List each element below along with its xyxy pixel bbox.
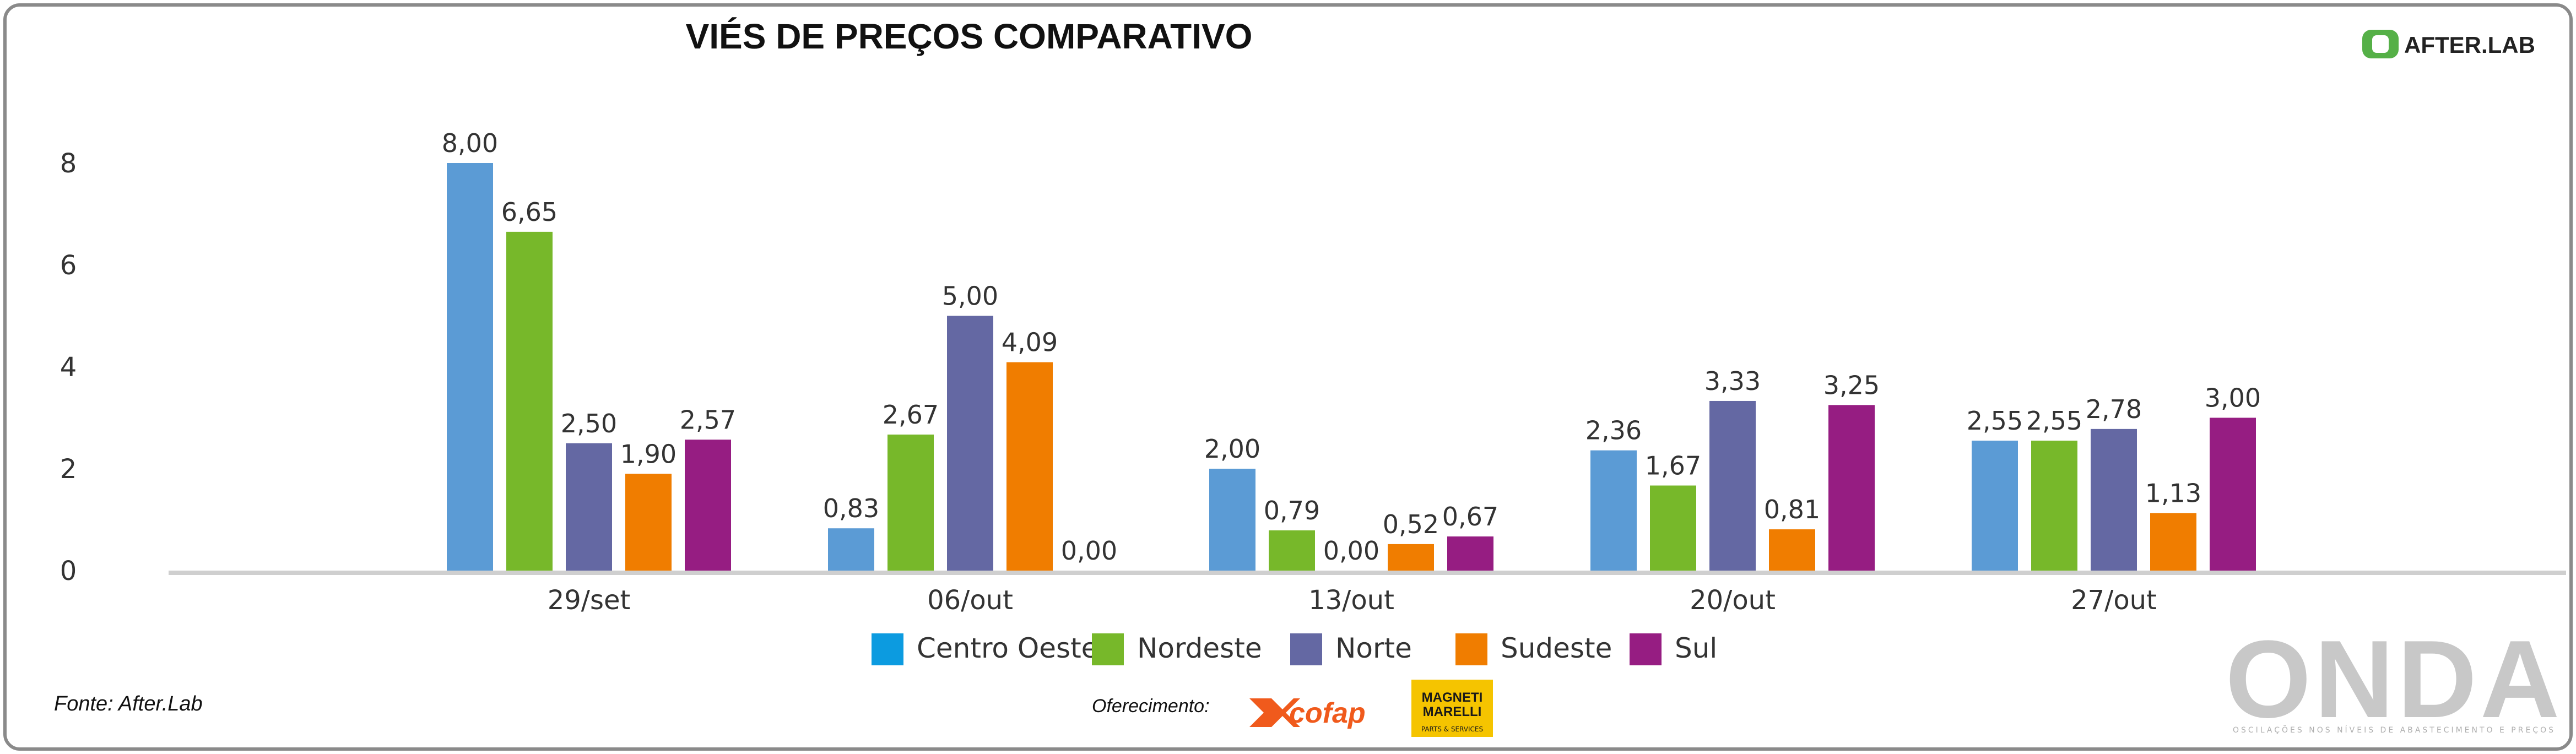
svg-text:ONDA: ONDA (2226, 618, 2563, 741)
bar-centro-oeste-29-set (447, 163, 493, 571)
data-label-sudeste-20-out: 0,81 (1764, 495, 1820, 524)
bar-sul-27-out (2210, 417, 2256, 571)
bar-sudeste-27-out (2150, 513, 2196, 571)
source-note: Fonte: After.Lab (54, 692, 203, 715)
data-label-sudeste-06-out: 4,09 (1002, 328, 1058, 357)
data-label-nordeste-13-out: 0,79 (1264, 496, 1320, 525)
y-tick-label: 0 (60, 556, 77, 587)
chart-title: VIÉS DE PREÇOS COMPARATIVO (686, 17, 1253, 56)
data-label-centro-oeste-13-out: 2,00 (1204, 434, 1260, 464)
data-label-centro-oeste-20-out: 2,36 (1585, 416, 1642, 446)
bar-nordeste-27-out (2031, 441, 2077, 571)
bar-sul-13-out (1447, 536, 1493, 571)
bar-norte-06-out (947, 316, 993, 571)
legend-swatch-sul (1630, 633, 1662, 665)
x-tick-label-20-out: 20/out (1690, 585, 1776, 616)
bar-norte-27-out (2091, 428, 2137, 571)
data-label-nordeste-29-set: 6,65 (501, 197, 558, 227)
x-tick-label-13-out: 13/out (1308, 585, 1394, 616)
data-label-norte-06-out: 5,00 (942, 281, 998, 311)
bar-sul-20-out (1828, 405, 1875, 571)
x-tick-label-06-out: 06/out (927, 585, 1013, 616)
bars-layer: 8,00 6,65 2,501,902,57 0,83 2,67 5,004,09 0,00… (442, 128, 2261, 571)
x-axis: 29/set 06/out 13/out 20/out 27/out (548, 585, 2157, 616)
y-tick-label: 4 (60, 352, 77, 383)
legend-swatch-sudeste (1455, 633, 1487, 665)
data-label-norte-29-set: 2,50 (561, 409, 617, 438)
y-tick-label: 2 (60, 454, 77, 485)
x-tick-label-29-set: 29/set (548, 585, 631, 616)
data-label-centro-oeste-06-out: 0,83 (823, 493, 879, 523)
bar-nordeste-13-out (1269, 530, 1315, 571)
data-label-sul-29-set: 2,57 (680, 405, 736, 435)
bar-centro-oeste-20-out (1590, 450, 1637, 571)
x-tick-label-27-out: 27/out (2071, 585, 2157, 616)
bar-centro-oeste-27-out (1972, 441, 2018, 571)
data-label-sudeste-13-out: 0,52 (1383, 509, 1439, 539)
bar-nordeste-29-set (506, 231, 553, 571)
legend-swatch-norte (1290, 633, 1322, 665)
cofap-logo: cofap (1249, 697, 1366, 729)
data-label-norte-20-out: 3,33 (1704, 366, 1761, 396)
legend-label-sul: Sul (1675, 632, 1717, 664)
legend-swatch-nordeste (1092, 633, 1124, 665)
data-label-centro-oeste-27-out: 2,55 (1967, 406, 2023, 436)
data-label-nordeste-27-out: 2,55 (2026, 406, 2082, 436)
data-label-sul-27-out: 3,00 (2205, 383, 2261, 413)
bar-nordeste-20-out (1650, 485, 1696, 571)
magneti-marelli-logo: MAGNETI MARELLI PARTS & SERVICES (1411, 680, 1493, 737)
data-label-sul-20-out: 3,25 (1823, 370, 1880, 400)
chart-frame: VIÉS DE PREÇOS COMPARATIVO AFTER.LAB 0 2 4… (3, 3, 2573, 751)
bar-centro-oeste-13-out (1209, 469, 1255, 571)
bar-centro-oeste-06-out (828, 528, 874, 571)
data-label-nordeste-20-out: 1,67 (1645, 451, 1701, 481)
legend-label-norte: Norte (1335, 632, 1412, 664)
y-axis: 0 2 4 6 8 (60, 148, 77, 587)
bar-norte-29-set (566, 443, 612, 571)
afterlab-logo-text: AFTER.LAB (2404, 32, 2535, 58)
data-label-sul-13-out: 0,67 (1442, 502, 1498, 531)
y-tick-label: 8 (60, 148, 77, 179)
bar-sudeste-20-out (1769, 529, 1815, 571)
bar-sul-29-set (685, 440, 731, 571)
svg-text:OSCILAÇÕES NOS NÍVEIS DE ABAST: OSCILAÇÕES NOS NÍVEIS DE ABASTECIMENTO E… (2233, 725, 2556, 735)
bar-sudeste-29-set (625, 474, 672, 571)
legend: Centro Oeste Nordeste Norte Sudeste Sul (872, 632, 1717, 665)
bar-sudeste-06-out (1006, 362, 1053, 571)
sponsor-label: Oferecimento: (1092, 696, 1210, 717)
data-label-sudeste-27-out: 1,13 (2145, 478, 2201, 508)
chart-svg: VIÉS DE PREÇOS COMPARATIVO AFTER.LAB 0 2 4… (54, 17, 2566, 741)
y-tick-label: 6 (60, 250, 77, 281)
cofap-icon (1249, 698, 1300, 727)
bar-sudeste-13-out (1388, 544, 1434, 571)
svg-text:PARTS & SERVICES: PARTS & SERVICES (1421, 725, 1483, 733)
legend-swatch-centro-oeste (872, 633, 903, 665)
data-label-centro-oeste-29-set: 8,00 (442, 128, 498, 158)
legend-label-sudeste: Sudeste (1501, 632, 1612, 664)
legend-label-nordeste: Nordeste (1137, 632, 1262, 664)
data-label-nordeste-06-out: 2,67 (883, 400, 939, 430)
data-label-norte-13-out: 0,00 (1323, 536, 1379, 566)
legend-label-centro-oeste: Centro Oeste (917, 632, 1098, 664)
svg-text:cofap: cofap (1289, 697, 1366, 729)
data-label-norte-27-out: 2,78 (2086, 394, 2142, 424)
bar-norte-20-out (1709, 400, 1756, 571)
svg-text:MAGNETI: MAGNETI (1422, 690, 1483, 705)
afterlab-logo: AFTER.LAB (2362, 30, 2535, 58)
svg-text:MARELLI: MARELLI (1423, 704, 1482, 719)
data-label-sul-06-out: 0,00 (1061, 536, 1117, 566)
onda-watermark: ONDA OSCILAÇÕES NOS NÍVEIS DE ABASTECIME… (2226, 618, 2563, 741)
data-label-sudeste-29-set: 1,90 (620, 439, 677, 469)
bar-nordeste-06-out (887, 435, 934, 571)
